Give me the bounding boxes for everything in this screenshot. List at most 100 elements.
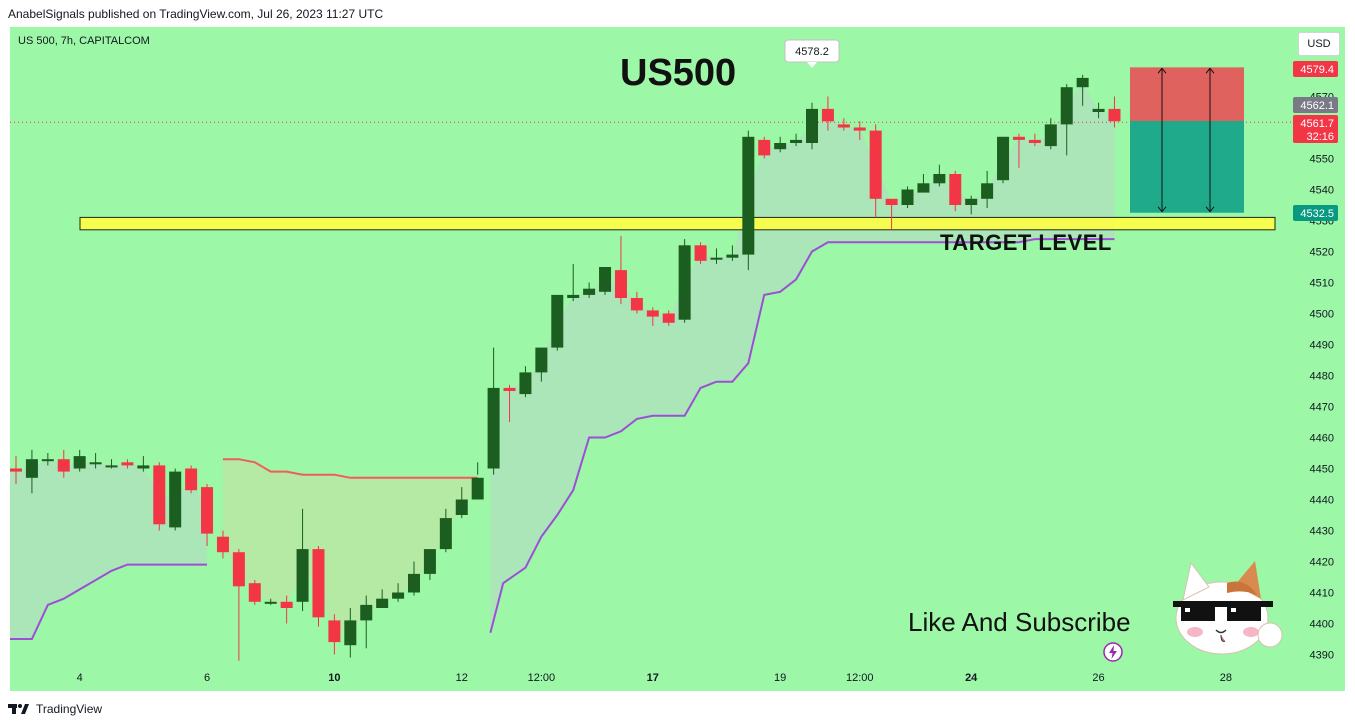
price-tag: 4532.5 (1293, 205, 1338, 221)
footer-brand[interactable]: TradingView (8, 702, 102, 716)
supertrend-fill-down (222, 459, 478, 633)
candle-body (821, 108, 834, 122)
candle-body (726, 254, 739, 258)
price-tag: 4562.1 (1293, 97, 1338, 113)
candle-body (997, 136, 1010, 181)
candle-body (296, 549, 309, 602)
y-tick-label: 4450 (1310, 464, 1334, 476)
price-tag-box (1293, 205, 1338, 221)
arrow-head-down (1205, 206, 1215, 213)
x-tick-label: 19 (774, 672, 786, 684)
candle-body (185, 468, 198, 491)
candle-body (1028, 139, 1041, 143)
y-tick-label: 4400 (1310, 619, 1334, 631)
position-arrow-2 (1205, 67, 1215, 213)
candle-body (57, 459, 70, 472)
price-tag-label: 4532.5 (1300, 208, 1334, 220)
price-tag-label: 4562.1 (1300, 100, 1334, 112)
arrow-head-up (1157, 67, 1167, 74)
arrow-head-down (1157, 206, 1167, 213)
take-profit-zone (1130, 120, 1244, 213)
candle-body (408, 573, 420, 593)
y-tick-label: 4480 (1310, 371, 1334, 383)
price-tag-label: 4561.7 (1300, 118, 1334, 130)
candle-body (837, 124, 850, 128)
candle-body (806, 108, 818, 143)
candle-body (614, 270, 627, 298)
candle-body (853, 127, 866, 131)
candle-body (1108, 108, 1121, 122)
candle-body (137, 465, 150, 469)
candle-body (153, 465, 166, 525)
supertrend-up-line-1 (10, 563, 208, 640)
y-tick-label: 4510 (1310, 278, 1334, 290)
candle-body (423, 549, 436, 574)
candle-body (10, 468, 22, 472)
candle-body (981, 183, 994, 199)
target-level-label: TARGET LEVEL (940, 230, 1112, 255)
candle-body (694, 245, 707, 261)
y-tick-label: 4470 (1310, 402, 1334, 414)
candle-body (885, 198, 898, 205)
candle-body (933, 174, 946, 184)
candle-body (392, 592, 405, 599)
y-tick-label: 4520 (1310, 247, 1334, 259)
candle-body (344, 620, 357, 646)
x-tick-label: 24 (965, 672, 978, 684)
candle-body (965, 198, 978, 205)
candle-body (742, 136, 755, 255)
candle-body (1076, 77, 1089, 88)
candle-body (917, 183, 930, 193)
candle-body (774, 143, 787, 150)
y-tick-label: 4430 (1310, 526, 1334, 538)
candle-body (583, 288, 596, 295)
candle-body (471, 477, 484, 500)
candle-body (1092, 108, 1105, 112)
candle-body (901, 189, 914, 205)
candle-body (487, 387, 500, 469)
candle-body (328, 620, 341, 643)
candle-body (949, 174, 962, 205)
position-arrow-1 (1157, 67, 1167, 213)
candle-body (439, 518, 452, 550)
y-tick-label: 4500 (1310, 309, 1334, 321)
price-tag-box (1293, 97, 1338, 113)
candle-body (232, 552, 245, 587)
candle-body (169, 471, 182, 528)
target-level-band (79, 216, 1276, 231)
candle-body (1060, 87, 1073, 125)
supertrend-up-line-2 (489, 238, 1115, 634)
candle-body (630, 298, 643, 311)
supertrend-fill-2 (490, 82, 1115, 633)
lightning-icon[interactable] (1102, 641, 1124, 663)
candle-body (41, 459, 54, 462)
candle-body (280, 601, 293, 608)
candle-body (551, 294, 564, 348)
y-tick-label: 4420 (1310, 557, 1334, 569)
chart-title-annotation: US500 (620, 52, 737, 94)
candle-body (376, 598, 389, 608)
price-tag-box (1293, 61, 1338, 77)
candle-body (360, 604, 373, 621)
supertrend-down-line (222, 458, 478, 479)
candle-body (1012, 136, 1025, 140)
x-tick-label: 4 (77, 672, 83, 684)
candle-body (535, 347, 548, 373)
stop-loss-zone (1130, 67, 1244, 121)
symbol-info: US 500, 7h, CAPITALCOM (18, 35, 150, 47)
candle-body (710, 257, 723, 260)
high-callout-label: 4578.2 (795, 46, 829, 58)
price-tag: 4579.4 (1293, 61, 1338, 77)
candle-body (25, 459, 38, 478)
candle-body (519, 372, 532, 395)
footer-brand-label: TradingView (36, 702, 103, 716)
like-subscribe-text: Like And Subscribe (908, 607, 1131, 637)
currency-button[interactable]: USD (1298, 32, 1340, 56)
y-tick-label: 4490 (1310, 340, 1334, 352)
candle-body (89, 462, 102, 465)
candle-body (758, 139, 771, 156)
x-tick-label: 10 (328, 672, 340, 684)
candle-body (312, 549, 325, 618)
x-tick-label: 6 (204, 672, 210, 684)
